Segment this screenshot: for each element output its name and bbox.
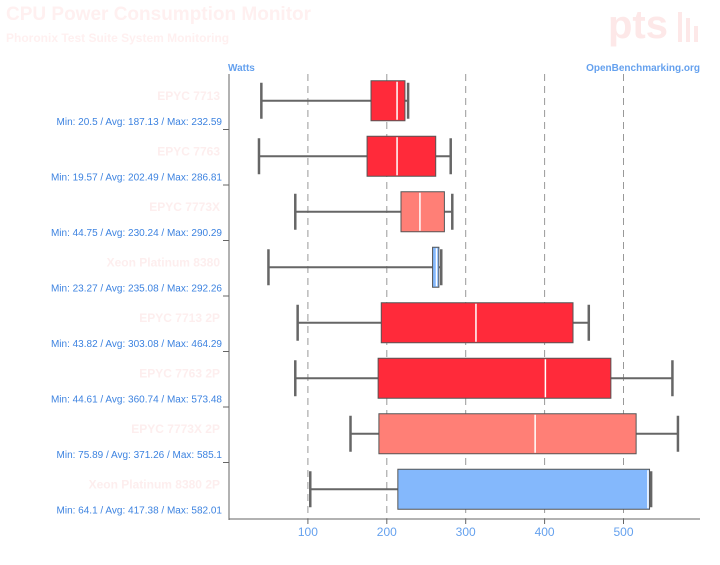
category-stats: Min: 64.1 / Avg: 417.38 / Max: 582.01 bbox=[57, 506, 223, 517]
y-axis-label: Watts bbox=[228, 63, 255, 74]
box bbox=[432, 246, 440, 288]
chart-subtitle: Phoronix Test Suite System Monitoring bbox=[6, 31, 230, 45]
category-name: Xeon Platinum 8380 2P bbox=[89, 478, 220, 492]
category-labels: EPYC 7713 Min: 20.5 / Avg: 187.13 / Max: … bbox=[51, 89, 222, 517]
x-tick-label: 300 bbox=[456, 525, 476, 539]
category-stats: Min: 20.5 / Avg: 187.13 / Max: 232.59 bbox=[57, 117, 223, 128]
category-name: EPYC 7773X 2P bbox=[131, 422, 220, 436]
x-tick-label: 100 bbox=[298, 525, 318, 539]
box bbox=[377, 357, 612, 399]
category-name: EPYC 7763 2P bbox=[139, 367, 220, 381]
box bbox=[397, 468, 651, 510]
category-name: EPYC 7773X bbox=[149, 200, 220, 214]
category-name: EPYC 7713 2P bbox=[139, 311, 220, 325]
category-stats: Min: 75.89 / Avg: 371.26 / Max: 585.1 bbox=[57, 450, 223, 461]
box-series bbox=[223, 80, 680, 510]
category-stats: Min: 44.75 / Avg: 230.24 / Max: 290.29 bbox=[51, 228, 222, 239]
x-tick-label: 400 bbox=[535, 525, 555, 539]
category-stats: Min: 19.57 / Avg: 202.49 / Max: 286.81 bbox=[51, 173, 222, 184]
box bbox=[378, 413, 637, 455]
box-item bbox=[223, 129, 452, 177]
category-name: EPYC 7763 bbox=[157, 145, 220, 159]
category-stats: Min: 43.82 / Avg: 303.08 / Max: 464.29 bbox=[51, 339, 222, 350]
category-stats: Min: 23.27 / Avg: 235.08 / Max: 292.26 bbox=[51, 284, 222, 295]
axes bbox=[228, 74, 700, 520]
x-tick-label: 500 bbox=[613, 525, 633, 539]
logo-text: pts bbox=[608, 3, 668, 47]
box-item bbox=[223, 240, 443, 288]
grid-lines bbox=[307, 74, 624, 524]
box-item bbox=[223, 462, 653, 510]
chart-title: CPU Power Consumption Monitor bbox=[6, 4, 312, 25]
box-item bbox=[223, 295, 591, 344]
x-tick-label: 200 bbox=[377, 525, 397, 539]
box bbox=[366, 135, 437, 177]
box-item bbox=[260, 80, 410, 122]
box-item bbox=[223, 351, 674, 399]
box bbox=[400, 191, 445, 233]
source-label: OpenBenchmarking.org bbox=[586, 63, 700, 74]
pts-logo: pts bbox=[608, 3, 698, 47]
box bbox=[380, 302, 574, 344]
category-stats: Min: 44.61 / Avg: 360.74 / Max: 573.48 bbox=[51, 395, 222, 406]
box-item bbox=[223, 406, 680, 455]
x-tick-labels: 100 200 300 400 500 bbox=[298, 525, 634, 539]
box-item bbox=[223, 184, 454, 233]
category-name: Xeon Platinum 8380 bbox=[107, 256, 221, 270]
category-name: EPYC 7713 bbox=[157, 89, 220, 103]
box bbox=[370, 80, 406, 122]
